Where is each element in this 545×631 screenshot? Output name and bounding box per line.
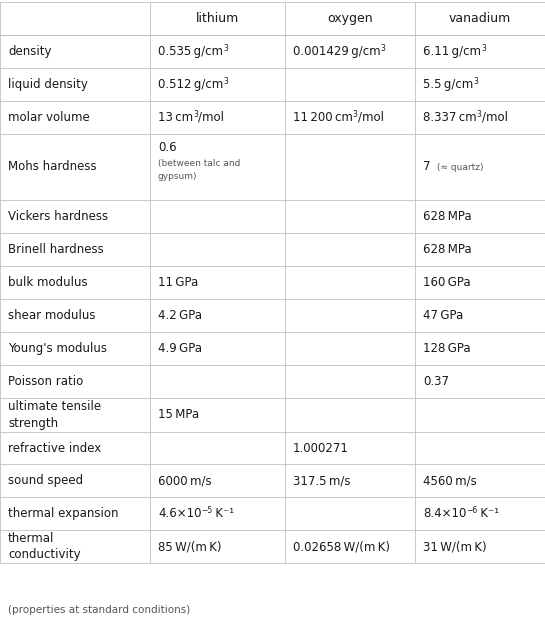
Text: 8.337 cm: 8.337 cm: [423, 111, 477, 124]
Text: 11 GPa: 11 GPa: [158, 276, 198, 289]
Text: /mol: /mol: [481, 111, 507, 124]
Text: shear modulus: shear modulus: [8, 309, 95, 322]
Text: /mol: /mol: [198, 111, 224, 124]
Text: 5.5 g/cm: 5.5 g/cm: [423, 78, 473, 91]
Text: 6.11 g/cm: 6.11 g/cm: [423, 45, 481, 58]
Text: −6: −6: [467, 506, 477, 515]
Text: 85 W/(m K): 85 W/(m K): [158, 540, 221, 553]
Text: 628 MPa: 628 MPa: [423, 210, 471, 223]
Text: 8.4×10: 8.4×10: [423, 507, 467, 520]
Text: K⁻¹: K⁻¹: [213, 507, 234, 520]
Text: 160 GPa: 160 GPa: [423, 276, 471, 289]
Text: vanadium: vanadium: [449, 12, 511, 25]
Text: 3: 3: [193, 110, 198, 119]
Text: 3: 3: [481, 44, 486, 53]
Text: 0.001429 g/cm: 0.001429 g/cm: [293, 45, 380, 58]
Text: thermal: thermal: [8, 532, 54, 545]
Text: 3: 3: [193, 110, 198, 119]
Text: 7: 7: [423, 160, 431, 174]
Text: 15 MPa: 15 MPa: [158, 408, 199, 422]
Text: 128 GPa: 128 GPa: [423, 342, 471, 355]
Text: molar volume: molar volume: [8, 111, 90, 124]
Text: K⁻¹: K⁻¹: [477, 507, 499, 520]
Text: 4560 m/s: 4560 m/s: [423, 474, 477, 487]
Text: −5: −5: [202, 506, 213, 515]
Text: 0.02658 W/(m K): 0.02658 W/(m K): [293, 540, 390, 553]
Text: 3: 3: [477, 110, 481, 119]
Text: Mohs hardness: Mohs hardness: [8, 160, 96, 174]
Text: sound speed: sound speed: [8, 474, 83, 487]
Text: 4.2 GPa: 4.2 GPa: [158, 309, 202, 322]
Text: 317.5 m/s: 317.5 m/s: [293, 474, 350, 487]
Text: density: density: [8, 45, 51, 58]
Text: 31 W/(m K): 31 W/(m K): [423, 540, 487, 553]
Text: /mol: /mol: [358, 111, 384, 124]
Text: refractive index: refractive index: [8, 442, 101, 454]
Text: 3: 3: [380, 44, 385, 53]
Text: thermal expansion: thermal expansion: [8, 507, 118, 520]
Text: liquid density: liquid density: [8, 78, 88, 91]
Text: (properties at standard conditions): (properties at standard conditions): [8, 605, 190, 615]
Text: 4.9 GPa: 4.9 GPa: [158, 342, 202, 355]
Text: 6000 m/s: 6000 m/s: [158, 474, 211, 487]
Text: 4.6×10: 4.6×10: [158, 507, 202, 520]
Text: conductivity: conductivity: [8, 548, 81, 561]
Text: (between talc and: (between talc and: [158, 159, 240, 168]
Text: 0.535 g/cm: 0.535 g/cm: [158, 45, 223, 58]
Text: Brinell hardness: Brinell hardness: [8, 243, 104, 256]
Text: (≈ quartz): (≈ quartz): [437, 163, 483, 172]
Text: 3: 3: [223, 44, 228, 53]
Text: 13 cm: 13 cm: [158, 111, 193, 124]
Text: −5: −5: [202, 506, 213, 515]
Text: −6: −6: [467, 506, 477, 515]
Text: 1.000271: 1.000271: [293, 442, 349, 454]
Text: 11 200 cm: 11 200 cm: [293, 111, 353, 124]
Text: 0.37: 0.37: [423, 375, 449, 388]
Text: 0.512 g/cm: 0.512 g/cm: [158, 78, 223, 91]
Text: strength: strength: [8, 417, 58, 430]
Text: 3: 3: [477, 110, 481, 119]
Text: ultimate tensile: ultimate tensile: [8, 400, 101, 413]
Text: oxygen: oxygen: [327, 12, 373, 25]
Text: 47 GPa: 47 GPa: [423, 309, 463, 322]
Text: 3: 3: [473, 77, 478, 86]
Text: 3: 3: [353, 110, 358, 119]
Text: Young's modulus: Young's modulus: [8, 342, 107, 355]
Text: gypsum): gypsum): [158, 172, 197, 181]
Text: 628 MPa: 628 MPa: [423, 243, 471, 256]
Text: 3: 3: [353, 110, 358, 119]
Text: 3: 3: [223, 77, 228, 86]
Text: 0.6: 0.6: [158, 141, 177, 154]
Text: Poisson ratio: Poisson ratio: [8, 375, 83, 388]
Text: Vickers hardness: Vickers hardness: [8, 210, 108, 223]
Text: lithium: lithium: [196, 12, 239, 25]
Text: bulk modulus: bulk modulus: [8, 276, 88, 289]
